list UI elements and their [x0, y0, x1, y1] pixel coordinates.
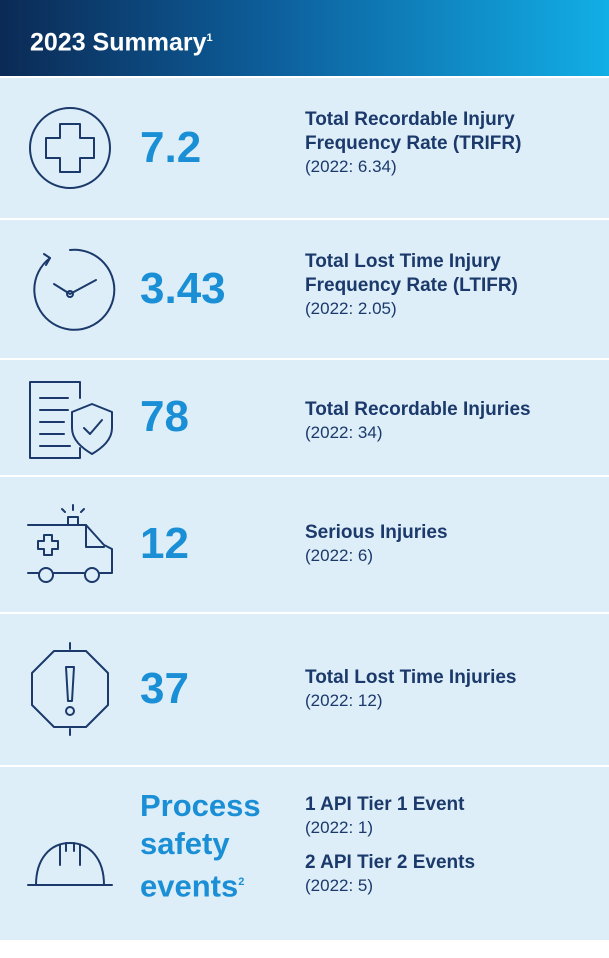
metric-text: Total Lost Time Injury Frequency Rate (L…: [305, 250, 585, 320]
metric-value: 37: [140, 664, 189, 713]
header: 2023 Summary1: [0, 0, 609, 76]
metric-row: 3.43 Total Lost Time Injury Frequency Ra…: [0, 220, 609, 358]
process-title: Process safety events2: [140, 787, 290, 905]
metric-text: Serious Injuries (2022: 6): [305, 521, 585, 567]
metric-text: Total Lost Time Injuries (2022: 12): [305, 666, 585, 712]
metric-prior: (2022: 34): [305, 423, 383, 442]
footnote-mark: 2: [238, 876, 245, 888]
process-prior: (2022: 1): [305, 818, 374, 837]
metric-text: Total Recordable Injuries (2022: 34): [305, 398, 585, 444]
metric-value: 78: [140, 392, 189, 441]
metric-value: 12: [140, 519, 189, 568]
metric-row: 12 Serious Injuries (2022: 6): [0, 477, 609, 612]
metric-row: 78 Total Recordable Injuries (2022: 34): [0, 360, 609, 475]
metric-prior: (2022: 2.05): [305, 299, 397, 318]
medical-cross-icon: [29, 107, 111, 189]
metric-value: 3.43: [140, 264, 226, 313]
ambulance-icon: [27, 504, 113, 583]
footnote-mark: 1: [206, 32, 213, 44]
metric-prior: (2022: 6): [305, 546, 374, 565]
metric-text: Total Recordable Injury Frequency Rate (…: [305, 108, 585, 178]
metric-label: Total Lost Time Injury Frequency Rate (L…: [305, 251, 518, 296]
process-row: Process safety events2 1 API Tier 1 Even…: [0, 767, 609, 940]
metric-label: Total Lost Time Injuries: [305, 667, 517, 688]
metric-row: 37 Total Lost Time Injuries (2022: 12): [0, 614, 609, 765]
clock-icon: [33, 248, 116, 331]
hard-hat-icon: [27, 842, 113, 886]
process-label: 1 API Tier 1 Event: [305, 794, 465, 815]
process-prior: (2022: 5): [305, 876, 374, 895]
metric-prior: (2022: 12): [305, 691, 383, 710]
document-shield-icon: [29, 381, 113, 459]
metric-label: Total Recordable Injuries: [305, 399, 531, 420]
metric-row: 7.2 Total Recordable Injury Frequency Ra…: [0, 78, 609, 218]
metric-value: 7.2: [140, 123, 202, 172]
header-title: 2023 Summary: [30, 28, 207, 57]
process-label: 2 API Tier 2 Events: [305, 852, 476, 873]
metric-label: Total Recordable Injury Frequency Rate (…: [305, 109, 522, 154]
warning-icon: [31, 642, 109, 736]
metric-label: Serious Injuries: [305, 522, 448, 543]
metric-prior: (2022: 6.34): [305, 157, 397, 176]
process-items: 1 API Tier 1 Event (2022: 1) 2 API Tier …: [305, 793, 585, 897]
process-title-text: Process safety events: [140, 788, 261, 904]
